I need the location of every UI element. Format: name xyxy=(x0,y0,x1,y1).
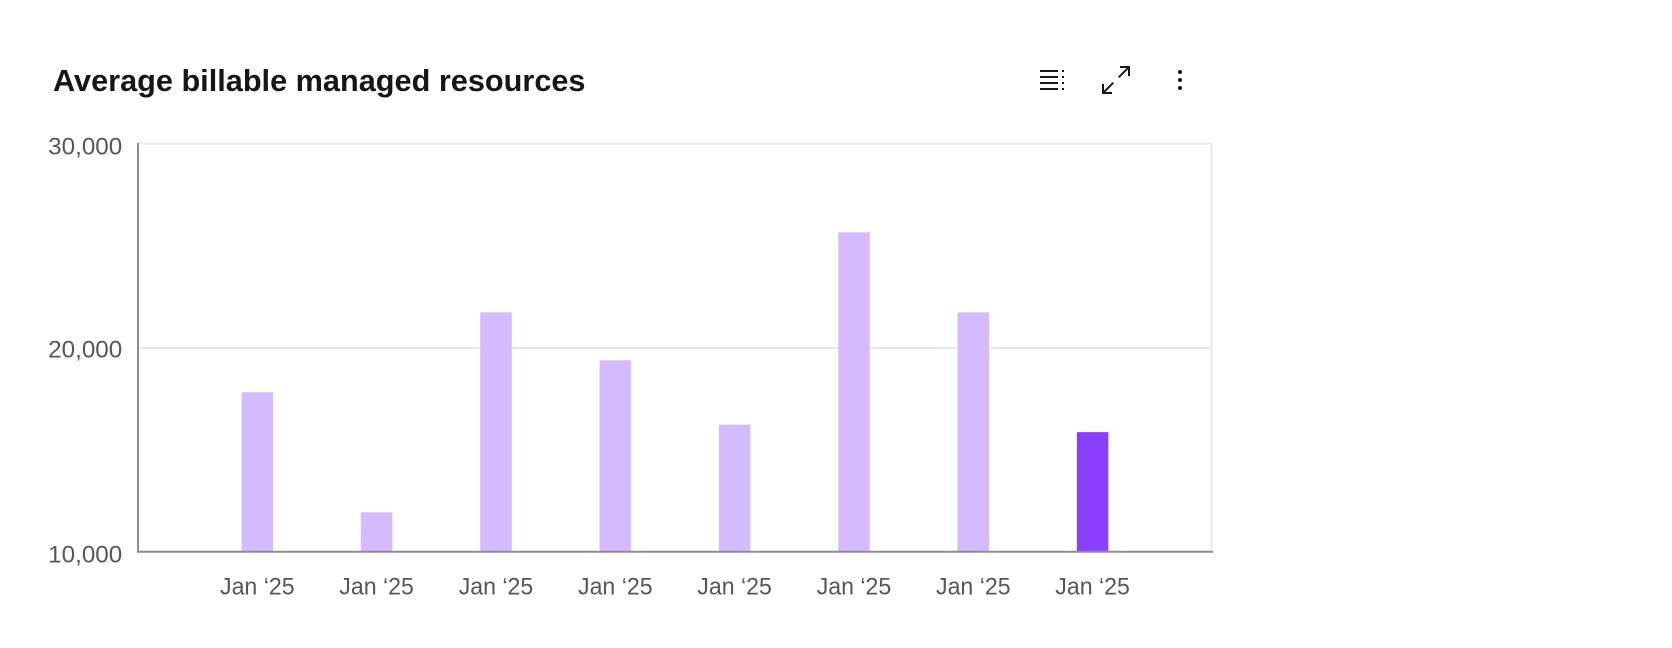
svg-text:Jan ‘25: Jan ‘25 xyxy=(220,573,295,600)
svg-text:Jan ‘25: Jan ‘25 xyxy=(817,573,892,600)
svg-text:Jan ‘25: Jan ‘25 xyxy=(578,573,653,600)
svg-text:20,000: 20,000 xyxy=(48,337,122,364)
svg-text:10,000: 10,000 xyxy=(48,542,122,569)
svg-text:Average billable managed resou: Average billable managed resources xyxy=(53,64,586,98)
svg-text:Jan ‘25: Jan ‘25 xyxy=(936,573,1011,600)
svg-text:Jan ‘25: Jan ‘25 xyxy=(339,573,414,600)
svg-text:30,000: 30,000 xyxy=(48,133,122,160)
svg-text:Jan ‘25: Jan ‘25 xyxy=(1055,573,1130,600)
svg-text:Jan ‘25: Jan ‘25 xyxy=(697,573,772,600)
svg-text:Jan ‘25: Jan ‘25 xyxy=(459,573,534,600)
